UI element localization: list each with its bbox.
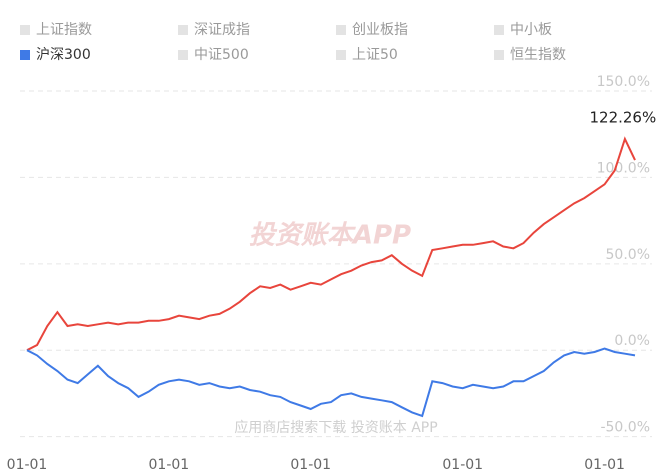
footer-watermark: 应用商店搜索下载 投资账本 APP <box>234 419 437 436</box>
line <box>26 136 636 352</box>
legend-label: 恒生指数 <box>510 47 566 63</box>
x-tick-label: 01-01 <box>442 457 483 470</box>
watermark: 投资账本APP <box>249 221 411 251</box>
x-tick-label: 01-01 <box>149 457 190 470</box>
y-tick-label: 50.0% <box>606 247 650 263</box>
legend-swatch <box>494 50 504 60</box>
legend-swatch <box>20 25 30 35</box>
legend-swatch <box>178 50 188 60</box>
data-label: 122.26% <box>589 108 656 126</box>
x-tick-label: 01-01 <box>584 457 625 470</box>
x-tick-label: 01-01 <box>290 457 331 470</box>
legend-label: 上证50 <box>352 47 398 63</box>
legend-swatch <box>178 25 188 35</box>
line <box>26 347 636 418</box>
legend-label: 沪深300 <box>36 47 91 63</box>
x-tick-label: 01-01 <box>7 457 48 470</box>
legend-label: 创业板指 <box>352 22 408 38</box>
legend-swatch <box>336 50 346 60</box>
legend-label: 深证成指 <box>194 22 250 38</box>
legend-swatch <box>494 25 504 35</box>
y-tick-label: 150.0% <box>597 74 650 90</box>
legend-label: 中小板 <box>510 22 552 38</box>
legend-swatch <box>20 50 30 60</box>
y-tick-label: -50.0% <box>600 420 650 436</box>
legend-swatch <box>336 25 346 35</box>
y-tick-label: 100.0% <box>597 160 650 176</box>
legend-label: 上证指数 <box>36 22 92 38</box>
legend-label: 中证500 <box>194 47 249 63</box>
y-tick-label: 0.0% <box>614 333 650 349</box>
